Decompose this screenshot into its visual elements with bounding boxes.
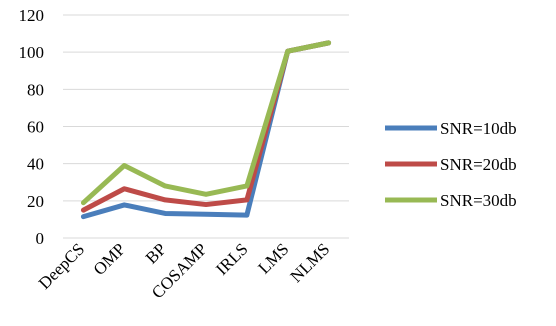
x-tick-label: OMP (90, 239, 129, 278)
y-tick-label: 80 (27, 80, 44, 99)
y-tick-label: 100 (19, 43, 45, 62)
x-tick-label: BP (142, 239, 170, 267)
y-tick-label: 0 (36, 229, 45, 248)
legend-label: SNR=20db (440, 155, 517, 174)
x-tick-label: IRLS (212, 239, 251, 278)
grid-lines (63, 14, 349, 239)
y-tick-label: 40 (27, 155, 44, 174)
y-axis-ticks: 0 20 40 60 80 100 120 (19, 6, 45, 248)
x-tick-label: NLMS (287, 239, 334, 286)
y-tick-label: 60 (27, 118, 44, 137)
legend-label: SNR=10db (440, 119, 517, 138)
legend-label: SNR=30db (440, 191, 517, 210)
series-line-SNR=30db (80, 40, 332, 206)
y-tick-label: 20 (27, 192, 44, 211)
series-lines (80, 40, 332, 220)
y-tick-label: 120 (19, 6, 45, 25)
legend: SNR=10db SNR=20db SNR=30db (385, 119, 517, 210)
